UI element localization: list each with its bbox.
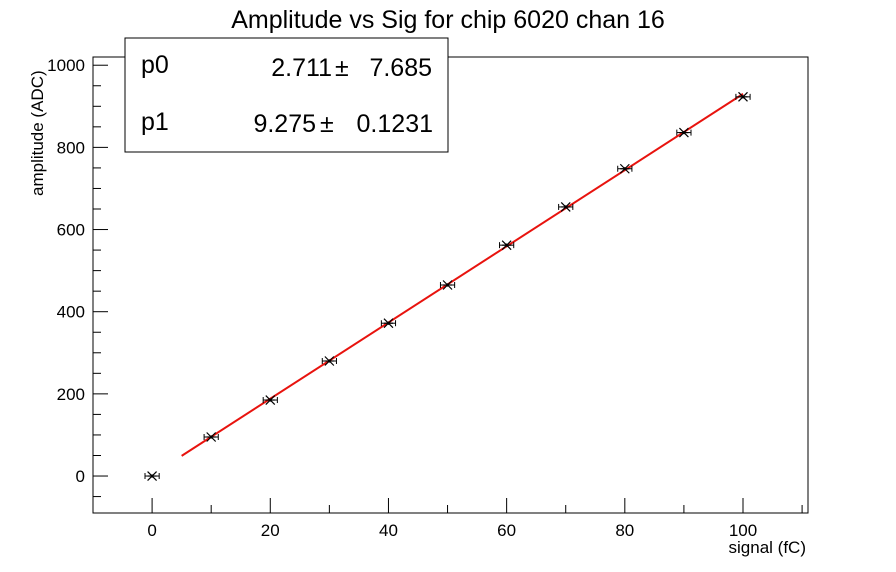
x-tick-label: 60 — [497, 521, 516, 540]
p0-plus-minus: ± — [335, 54, 349, 82]
data-point — [617, 163, 633, 174]
p1-name: p1 — [141, 108, 169, 136]
p0-error: 7.685 — [369, 54, 432, 82]
chart-title: Amplitude vs Sig for chip 6020 chan 16 — [231, 6, 665, 34]
data-point — [380, 318, 397, 329]
y-tick-label: 0 — [76, 467, 85, 486]
x-tick-label: 20 — [261, 521, 280, 540]
p1-plus-minus: ± — [320, 110, 334, 138]
x-axis: 0 20 40 60 80 100 — [92, 498, 803, 540]
p1-error: 0.1231 — [357, 110, 433, 138]
data-point — [499, 240, 515, 251]
x-tick-label: 80 — [615, 521, 634, 540]
data-point — [676, 127, 692, 138]
x-tick-label: 40 — [379, 521, 398, 540]
plot-frame — [92, 56, 809, 514]
y-tick-label: 400 — [57, 303, 85, 322]
data-point — [144, 471, 160, 481]
p0-value: 2.711 — [271, 54, 332, 82]
data-point — [321, 356, 337, 366]
y-tick-label: 600 — [57, 221, 85, 240]
x-tick-label: 0 — [147, 521, 156, 540]
y-tick-label: 800 — [57, 138, 85, 157]
fit-line — [181, 93, 744, 457]
data-points — [144, 91, 751, 481]
x-axis-label: signal (fC) — [729, 538, 806, 557]
data-point — [262, 395, 278, 405]
data-point — [735, 91, 751, 102]
y-axis-label: amplitude (ADC) — [28, 70, 47, 196]
y-tick-label: 1000 — [47, 56, 85, 75]
p1-value: 9.275 — [253, 110, 316, 138]
data-point — [439, 280, 456, 290]
p0-name: p0 — [141, 51, 169, 79]
fit-parameters-box: p0 2.711 ± 7.685 p1 9.275 ± 0.1231 — [124, 37, 449, 153]
stats-box-border — [124, 37, 449, 153]
data-point — [203, 432, 219, 442]
y-axis: 0 200 400 600 800 1000 — [47, 56, 108, 498]
y-tick-label: 200 — [57, 385, 85, 404]
data-point — [558, 202, 574, 212]
x-tick-label: 100 — [729, 521, 757, 540]
